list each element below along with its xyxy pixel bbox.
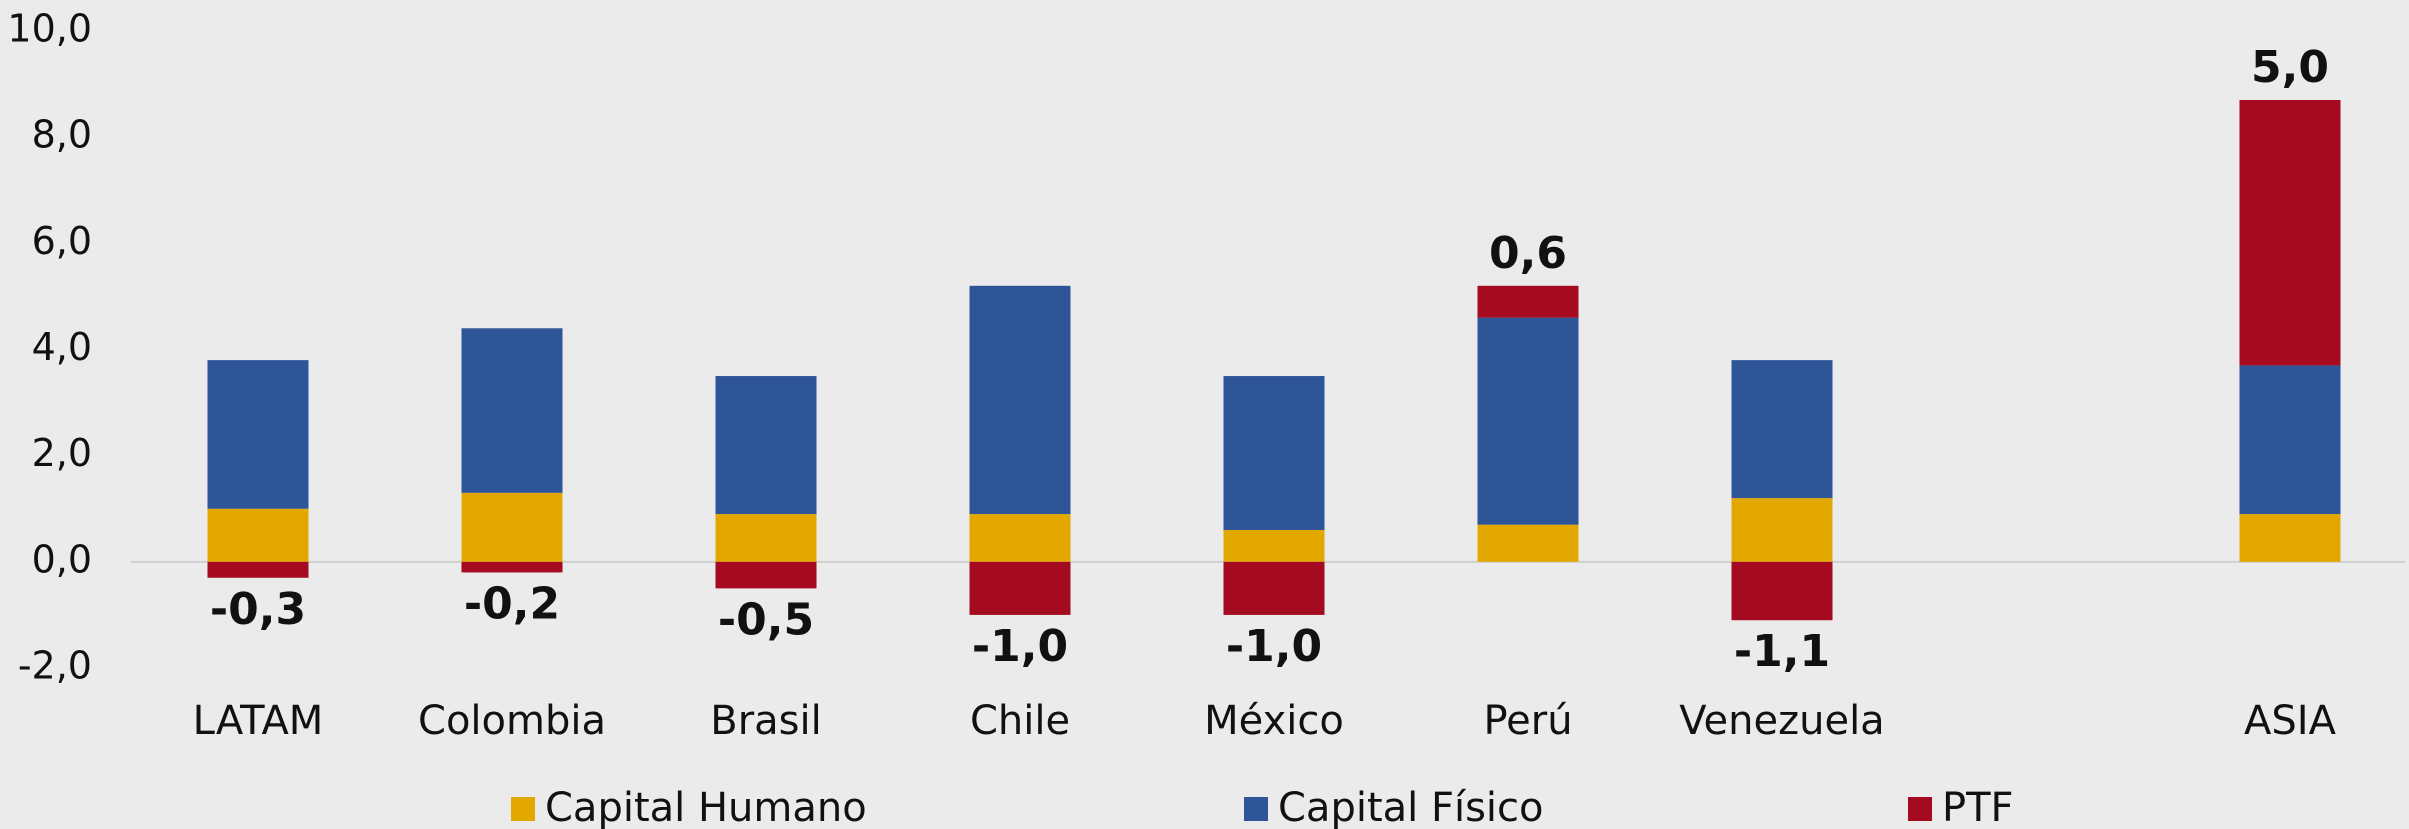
y-tick-label: 8,0 [32, 113, 92, 157]
y-tick-label: 0,0 [32, 537, 92, 581]
x-tick-label: Venezuela [1679, 698, 1884, 744]
data-label: -1,1 [1734, 626, 1830, 677]
y-tick-label: 4,0 [32, 325, 92, 369]
bar-segment [461, 561, 563, 573]
legend-label: Capital Humano [545, 785, 867, 829]
legend-swatch [1244, 797, 1268, 821]
bar-segment [207, 561, 309, 578]
bar-segment [1477, 524, 1579, 562]
bar-segment [1731, 498, 1833, 562]
bar-segment [2239, 514, 2341, 562]
data-label: 5,0 [2251, 42, 2329, 93]
x-tick-label: Brasil [710, 698, 821, 744]
data-label: -0,5 [718, 594, 814, 645]
bar-segment [1731, 561, 1833, 621]
data-label: 0,6 [1489, 228, 1567, 279]
bar-segment [2239, 100, 2341, 366]
legend-swatch [511, 797, 535, 821]
data-label: -0,3 [210, 584, 306, 635]
x-tick-label: ASIA [2244, 698, 2337, 744]
bar-segment [1731, 360, 1833, 499]
x-tick-label: Chile [970, 698, 1070, 744]
bar-segment [1477, 317, 1579, 525]
bar-segment [2239, 365, 2341, 515]
bar-segment [1223, 529, 1325, 562]
x-tick-label: LATAM [193, 698, 324, 744]
bar-segment [461, 492, 563, 562]
data-label: -1,0 [972, 621, 1068, 672]
y-tick-label: 2,0 [32, 431, 92, 475]
bar-segment [207, 508, 309, 562]
y-tick-label: -2,0 [18, 644, 92, 688]
bar-segment [969, 561, 1071, 615]
bar-segment [969, 514, 1071, 562]
y-tick-label: 10,0 [7, 7, 92, 51]
data-label: -1,0 [1226, 621, 1322, 672]
bar-segment [1223, 561, 1325, 615]
bar-segment [715, 376, 817, 515]
bar-segment [969, 285, 1071, 515]
data-label: -0,2 [464, 578, 560, 629]
bar-segment [207, 360, 309, 509]
bar-segment [715, 561, 817, 589]
x-tick-label: Perú [1483, 698, 1572, 744]
legend-swatch [1908, 797, 1932, 821]
legend-label: PTF [1942, 785, 2014, 829]
bar-segment [1223, 376, 1325, 530]
legend-label: Capital Físico [1278, 785, 1544, 829]
bar-segment [715, 514, 817, 562]
x-tick-label: Colombia [418, 698, 606, 744]
bar-segment [1477, 285, 1579, 318]
bar-segment [461, 328, 563, 493]
y-tick-label: 6,0 [32, 219, 92, 263]
x-tick-label: México [1204, 698, 1344, 744]
